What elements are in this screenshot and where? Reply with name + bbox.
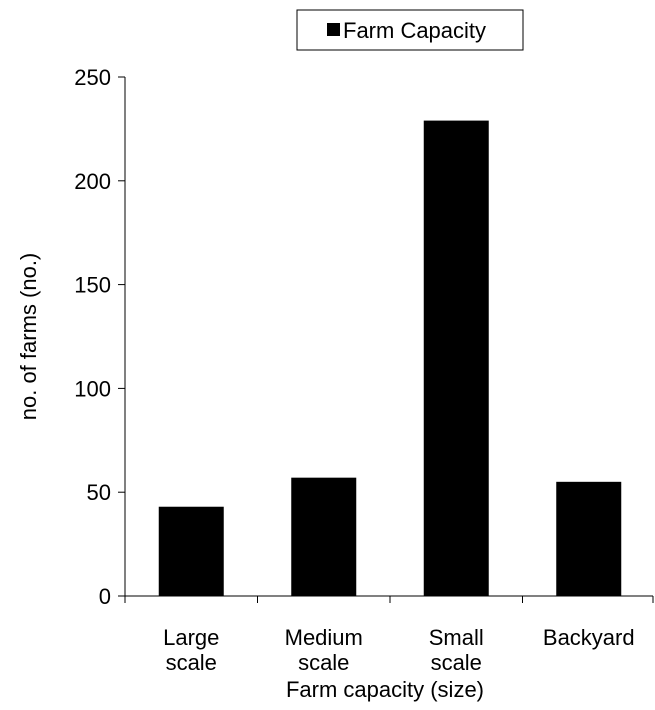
y-tick-label: 50 xyxy=(87,480,111,505)
bar-series xyxy=(158,120,622,596)
x-tick-label-line: Small xyxy=(429,625,484,650)
bar xyxy=(423,120,489,596)
x-tick-label-line: scale xyxy=(298,650,349,675)
legend-swatch xyxy=(327,23,340,36)
x-tick-label-line: Medium xyxy=(285,625,363,650)
x-tick-label-line: Large xyxy=(163,625,219,650)
x-tick-label: Backyard xyxy=(543,625,635,650)
x-tick-label: Medium scale xyxy=(285,625,363,675)
y-axis-title: no. of farms (no.) xyxy=(16,253,41,421)
x-tick-label: Large scale xyxy=(163,625,219,675)
x-tick-label-line: Backyard xyxy=(543,625,635,650)
y-tick-label: 150 xyxy=(74,273,111,298)
y-tick-label: 200 xyxy=(74,169,111,194)
x-tick-label: Small scale xyxy=(429,625,484,675)
legend: Farm Capacity xyxy=(296,9,524,51)
y-tick-label: 250 xyxy=(74,65,111,90)
x-tick-label-line: scale xyxy=(431,650,482,675)
x-axis-title: Farm capacity (size) xyxy=(286,677,484,702)
x-tick-label-line: scale xyxy=(166,650,217,675)
y-tick-label: 100 xyxy=(74,376,111,401)
y-axis: 0 50 100 150 200 250 xyxy=(74,65,126,609)
bar xyxy=(291,477,357,596)
bar xyxy=(158,506,224,596)
y-tick-label: 0 xyxy=(99,584,111,609)
legend-label: Farm Capacity xyxy=(343,18,486,43)
bar xyxy=(556,481,622,596)
